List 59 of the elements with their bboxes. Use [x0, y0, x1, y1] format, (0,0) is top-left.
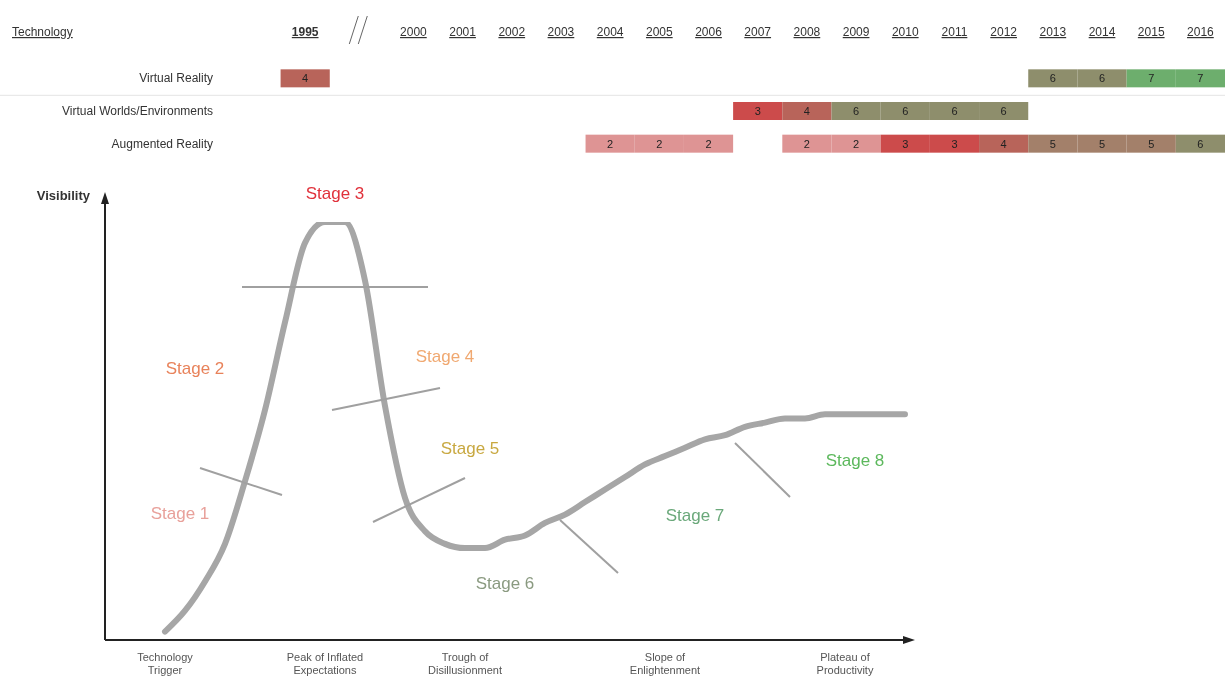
x-tick-label: 2011: [941, 25, 968, 39]
data-label: 5: [1049, 137, 1056, 150]
annotation: Stage 2: [165, 359, 225, 379]
data-label: 2: [656, 137, 663, 150]
x-tick-label: 2010: [891, 25, 919, 39]
x-tick-label: 2013: [1039, 25, 1067, 39]
data-label: 3: [902, 137, 909, 150]
data-label: 6: [902, 105, 909, 117]
text: Stage 3: [305, 184, 365, 204]
data-label: 2: [853, 137, 860, 150]
y-axis-title: Technology: [12, 25, 73, 39]
x-tick-label: 2015: [1137, 25, 1165, 39]
x-tick-label: 2007: [744, 25, 772, 39]
x-tick-label: 2008: [793, 25, 821, 39]
x-tick-label: Technology Trigger: [137, 651, 194, 676]
x-tick-label: 2009: [842, 25, 870, 39]
x-tick-label: 2016: [1187, 25, 1215, 39]
annotation: Stage 7: [665, 506, 725, 526]
data-label: 6: [1000, 105, 1007, 117]
data-label: 6: [1049, 72, 1056, 85]
annotation: Stage 1: [150, 504, 210, 524]
data-label: 2: [803, 137, 810, 150]
x-tick-label: Trough of Disillusionment: [428, 651, 502, 676]
data-label: 3: [754, 105, 761, 117]
data-label: 6: [853, 105, 860, 117]
x-tick-label: 2003: [547, 25, 575, 39]
y-tick-label: Augmented Reality: [111, 136, 213, 151]
annotation: Stage 5: [440, 439, 500, 459]
data-label: 4: [302, 72, 309, 85]
data-label: 5: [1148, 137, 1155, 150]
y-tick-label: Virtual Worlds/Environments: [62, 104, 213, 118]
annotation: Stage 8: [825, 451, 885, 471]
data-label: 3: [951, 137, 958, 150]
data-label: 5: [1098, 137, 1106, 150]
x-tick-label: 2014: [1088, 25, 1116, 39]
x-tick-label: 2006: [695, 25, 723, 39]
x-tick-label: 1995: [291, 25, 319, 39]
x-tick-label: 2004: [596, 25, 624, 39]
x-tick-label: Peak of Inflated Expectations: [286, 651, 364, 676]
y-tick-label: Virtual Reality: [139, 71, 213, 86]
y-axis-title: Visibility: [36, 188, 91, 203]
data-label: 6: [951, 105, 958, 117]
x-tick-label: Plateau of Productivity: [816, 651, 874, 676]
x-tick-label: 2001: [449, 25, 477, 39]
annotation: Stage 6: [475, 574, 535, 594]
x-tick-label: 2005: [645, 25, 673, 39]
x-tick-label: 2002: [498, 25, 526, 39]
annotation: Stage 4: [415, 347, 475, 367]
data-label: 4: [1000, 137, 1007, 150]
data-label: 7: [1148, 72, 1155, 85]
x-tick-label: Slope of Enlightenment: [629, 651, 701, 676]
data-label: 2: [607, 137, 614, 150]
data-label: 6: [1197, 137, 1204, 150]
data-label: 4: [803, 105, 810, 117]
x-tick-label: 2000: [400, 25, 428, 39]
x-tick-label: 2012: [990, 25, 1018, 39]
data-label: 7: [1197, 72, 1204, 85]
data-label: 6: [1098, 72, 1106, 85]
data-label: 2: [705, 137, 712, 150]
